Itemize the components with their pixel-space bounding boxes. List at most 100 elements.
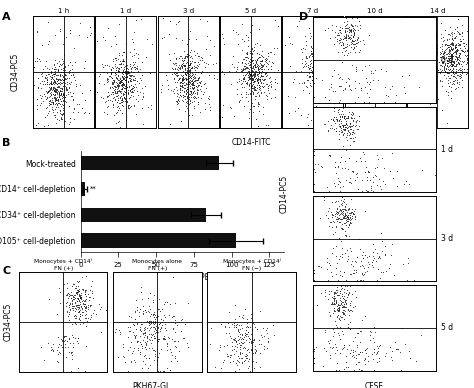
Point [74,288,82,294]
Point [42,96,50,102]
Point [380,47,387,53]
Point [337,313,344,319]
Point [297,68,304,74]
Point [358,262,366,268]
Point [202,60,210,66]
Point [343,137,351,143]
Point [329,117,337,123]
Point [401,83,408,90]
Point [67,349,74,355]
Point [385,48,392,54]
Point [314,263,322,269]
Point [333,360,340,366]
Point [173,358,181,364]
Point [173,71,181,78]
Point [375,36,383,42]
Point [380,177,387,184]
Point [54,96,62,102]
Point [185,64,193,70]
Point [49,109,56,115]
Point [396,75,403,81]
Point [201,88,208,95]
Point [248,45,255,52]
Point [293,23,301,29]
Point [117,82,125,88]
Point [451,26,459,32]
Point [339,226,346,232]
Point [244,34,251,40]
Point [81,304,89,310]
Point [256,42,264,48]
Point [333,260,341,266]
Point [47,69,55,76]
Point [366,86,374,92]
Point [250,83,258,90]
Point [133,321,141,327]
Point [256,65,264,71]
Point [186,98,194,104]
Point [228,339,236,345]
Point [440,50,447,56]
Point [350,40,358,46]
Point [108,74,115,80]
Point [392,346,400,352]
Point [308,117,315,123]
Point [182,63,189,69]
Point [255,101,262,107]
Point [70,305,77,311]
Point [125,313,133,319]
Point [380,45,387,51]
Point [442,41,450,47]
Point [337,296,344,303]
Point [435,96,442,102]
Point [183,89,191,95]
Point [345,128,352,134]
Point [332,223,339,229]
Point [335,106,343,112]
Point [81,297,89,303]
Point [130,73,138,80]
Point [119,67,127,73]
Point [319,48,327,55]
Point [138,343,146,349]
Point [342,353,350,359]
Point [193,50,201,56]
Point [216,342,224,348]
Point [71,295,78,301]
Point [46,81,53,87]
Point [115,100,123,106]
Point [327,345,334,351]
Point [389,357,396,363]
Point [105,63,113,69]
Point [347,298,355,305]
Point [354,36,361,42]
Point [73,303,80,309]
Point [341,45,348,51]
Point [448,56,456,62]
Point [405,348,412,354]
Point [362,75,370,81]
Point [232,29,240,35]
Point [348,21,356,28]
Point [412,47,420,54]
Point [56,76,64,83]
Point [345,129,353,135]
Point [336,96,343,102]
Point [349,38,357,44]
Point [343,134,350,140]
Point [131,333,139,339]
Point [381,106,388,112]
Point [340,19,347,25]
Point [84,304,92,310]
Point [310,53,318,59]
Point [334,163,342,170]
Point [45,102,53,108]
Point [133,307,140,313]
Point [242,337,250,343]
Point [71,294,79,301]
Point [375,55,383,62]
Point [345,214,352,220]
Point [234,328,242,334]
Point [49,348,57,354]
Point [312,57,320,63]
